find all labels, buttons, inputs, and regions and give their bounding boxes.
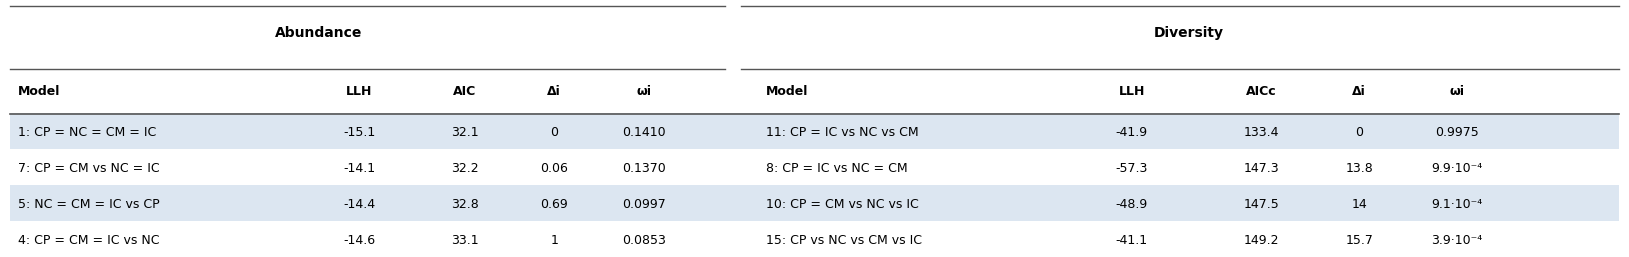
- Text: 4: CP = CM = IC vs NC: 4: CP = CM = IC vs NC: [18, 234, 160, 247]
- Text: AIC: AIC: [453, 85, 477, 98]
- Text: Abundance: Abundance: [275, 26, 362, 40]
- Text: ωi: ωi: [1450, 85, 1464, 98]
- FancyBboxPatch shape: [10, 185, 1619, 224]
- Text: 9.9·10⁻⁴: 9.9·10⁻⁴: [1432, 162, 1482, 175]
- Text: 0.9975: 0.9975: [1435, 126, 1479, 139]
- Text: 15.7: 15.7: [1346, 234, 1373, 247]
- Text: 0.0997: 0.0997: [622, 198, 666, 211]
- Text: 0: 0: [1355, 126, 1363, 139]
- Text: -15.1: -15.1: [344, 126, 375, 139]
- Text: -41.1: -41.1: [1116, 234, 1148, 247]
- FancyBboxPatch shape: [10, 221, 1619, 257]
- Text: 147.5: 147.5: [1245, 198, 1280, 211]
- Text: 14: 14: [1352, 198, 1367, 211]
- Text: -57.3: -57.3: [1116, 162, 1148, 175]
- Text: 1: 1: [551, 234, 559, 247]
- Text: 0: 0: [551, 126, 559, 139]
- Text: 0.69: 0.69: [541, 198, 569, 211]
- Text: Δi: Δi: [1352, 85, 1367, 98]
- FancyBboxPatch shape: [10, 149, 1619, 187]
- Text: AICc: AICc: [1246, 85, 1277, 98]
- Text: 149.2: 149.2: [1245, 234, 1279, 247]
- Text: -41.9: -41.9: [1116, 126, 1148, 139]
- Text: 32.2: 32.2: [451, 162, 479, 175]
- Text: 32.8: 32.8: [451, 198, 479, 211]
- Text: -14.1: -14.1: [344, 162, 375, 175]
- Text: Model: Model: [18, 85, 60, 98]
- Text: 5: NC = CM = IC vs CP: 5: NC = CM = IC vs CP: [18, 198, 160, 211]
- Text: LLH: LLH: [345, 85, 373, 98]
- Text: 15: CP vs NC vs CM vs IC: 15: CP vs NC vs CM vs IC: [766, 234, 922, 247]
- Text: 1: CP = NC = CM = IC: 1: CP = NC = CM = IC: [18, 126, 156, 139]
- Text: 133.4: 133.4: [1245, 126, 1279, 139]
- Text: Model: Model: [766, 85, 808, 98]
- Text: 8: CP = IC vs NC = CM: 8: CP = IC vs NC = CM: [766, 162, 907, 175]
- Text: Diversity: Diversity: [1153, 26, 1223, 40]
- Text: LLH: LLH: [1119, 85, 1145, 98]
- Text: Δi: Δi: [547, 85, 560, 98]
- Text: 9.1·10⁻⁴: 9.1·10⁻⁴: [1432, 198, 1482, 211]
- Text: 0.06: 0.06: [541, 162, 569, 175]
- Text: 0.1370: 0.1370: [622, 162, 666, 175]
- Text: 32.1: 32.1: [451, 126, 479, 139]
- Text: ωi: ωi: [637, 85, 652, 98]
- Text: 11: CP = IC vs NC vs CM: 11: CP = IC vs NC vs CM: [766, 126, 919, 139]
- FancyBboxPatch shape: [10, 113, 1619, 151]
- Text: -14.6: -14.6: [344, 234, 375, 247]
- Text: 33.1: 33.1: [451, 234, 479, 247]
- Text: 10: CP = CM vs NC vs IC: 10: CP = CM vs NC vs IC: [766, 198, 919, 211]
- Text: -14.4: -14.4: [344, 198, 375, 211]
- Text: 13.8: 13.8: [1346, 162, 1373, 175]
- Text: 147.3: 147.3: [1245, 162, 1279, 175]
- Text: -48.9: -48.9: [1116, 198, 1148, 211]
- Text: 0.1410: 0.1410: [622, 126, 666, 139]
- Text: 0.0853: 0.0853: [622, 234, 666, 247]
- Text: 3.9·10⁻⁴: 3.9·10⁻⁴: [1432, 234, 1482, 247]
- Text: 7: CP = CM vs NC = IC: 7: CP = CM vs NC = IC: [18, 162, 160, 175]
